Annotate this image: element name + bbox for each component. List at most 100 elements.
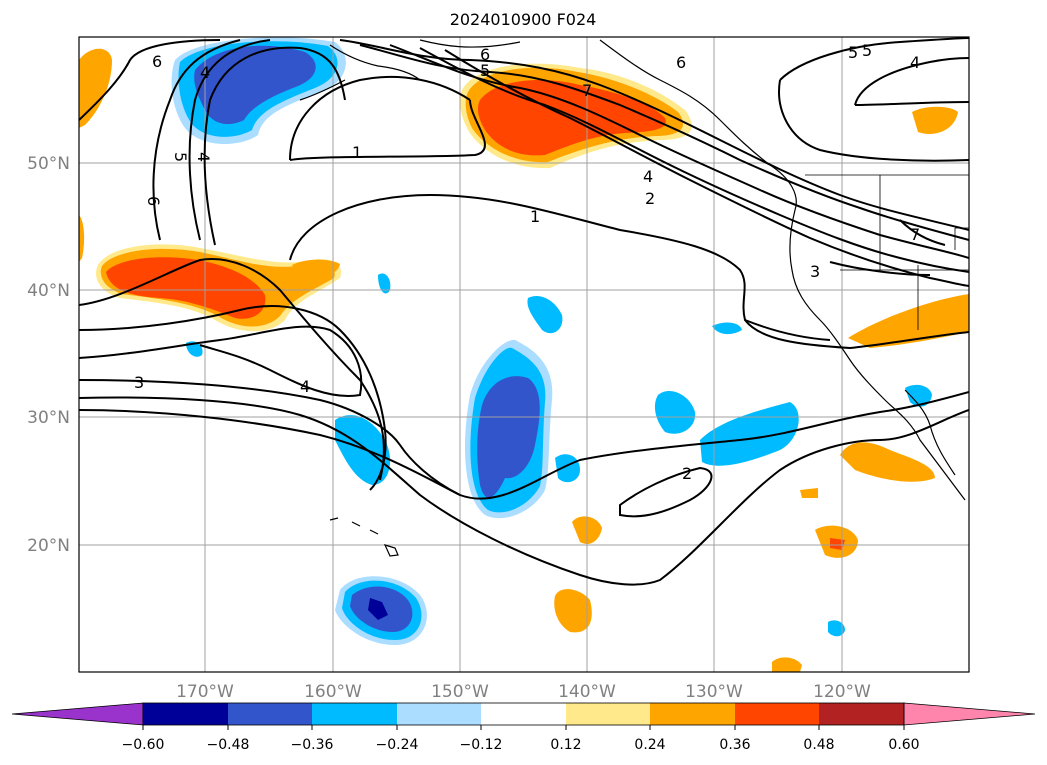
contour-5-west — [152, 39, 241, 241]
lat-label-50n: 50°N — [27, 154, 70, 174]
colorbar-extend-right — [903, 702, 1036, 726]
negative-patch-4 — [654, 391, 696, 434]
map-frame — [78, 36, 970, 673]
map-title: 2024010900 F024 — [450, 10, 597, 29]
negative-anomaly-south — [335, 576, 427, 645]
lon-label-150w: 150°W — [431, 682, 489, 702]
colorbar-tick-labels: −0.60 −0.48 −0.36 −0.24 −0.12 0.12 0.24 … — [122, 737, 920, 753]
contour-label: 5 — [848, 43, 858, 62]
lat-label-20n: 20°N — [27, 536, 70, 556]
colorbar-tick-label: 0.12 — [550, 737, 581, 753]
contour-1b — [289, 193, 969, 350]
colorbar-frame — [142, 702, 905, 726]
gridlines — [79, 37, 969, 672]
negative-patch-1 — [335, 415, 391, 485]
colorbar-tick-label: 0.24 — [634, 737, 665, 753]
contour-3-west — [79, 305, 387, 491]
negative-anomaly-central — [465, 339, 553, 519]
colorbar-ticks — [142, 725, 905, 730]
colorbar: −0.60 −0.48 −0.36 −0.24 −0.12 0.12 0.24 … — [11, 702, 1036, 753]
contour-4b — [203, 46, 346, 246]
colorbar-bin — [397, 703, 481, 725]
contour-label: 4 — [643, 167, 653, 186]
contour-label: 6 — [676, 53, 686, 72]
colorbar-bin — [650, 703, 735, 725]
positive-edge-nw — [79, 48, 112, 128]
contour-label: 6 — [480, 45, 490, 64]
contour-3-north — [419, 47, 969, 273]
contour-label: 4 — [200, 63, 210, 82]
state-borders — [805, 174, 969, 330]
negative-patch-10 — [712, 322, 742, 335]
hawaii — [329, 517, 399, 557]
positive-patch-1 — [554, 589, 592, 633]
negative-patch-3 — [700, 402, 799, 466]
coastline-west-us — [789, 209, 966, 501]
coastline-alaska — [299, 39, 797, 211]
positive-core-3 — [830, 538, 845, 550]
lon-label-160w: 160°W — [304, 682, 362, 702]
positive-patch-6 — [800, 488, 818, 498]
colorbar-bin — [312, 703, 397, 725]
colorbar-tick-label: 0.36 — [719, 737, 750, 753]
colorbar-bin — [228, 703, 312, 725]
contour-4-west-loop — [79, 325, 363, 397]
contour-label: 6 — [152, 52, 162, 71]
contour-6-west — [79, 39, 221, 121]
contour-labels: 6 5 4 6 1 5 4 6 5 6 7 4 2 1 5 4 7 3 3 4 … — [134, 41, 920, 483]
lon-label-130w: 130°W — [685, 682, 743, 702]
lon-label-140w: 140°W — [558, 682, 616, 702]
contour-label: 7 — [582, 81, 592, 100]
longitude-labels: 170°W 160°W 150°W 140°W 130°W 120°W — [176, 682, 871, 702]
contour-3-east — [829, 261, 931, 276]
negative-patch-5 — [555, 454, 580, 483]
contour-label: 3 — [134, 373, 144, 392]
colorbar-tick-label: −0.48 — [207, 737, 250, 753]
contour-4-west — [188, 39, 271, 241]
contour-label: 1 — [352, 143, 362, 162]
negative-patch-2 — [527, 295, 563, 334]
contour-label: 5 — [171, 152, 190, 162]
colorbar-tick-label: 0.60 — [888, 737, 919, 753]
contour-label: 3 — [810, 262, 820, 281]
negative-patch-6 — [905, 384, 932, 407]
contour-6-ne — [778, 37, 969, 162]
coastlines — [299, 39, 969, 557]
contour-label: 2 — [682, 464, 692, 483]
contour-label: 5 — [480, 61, 490, 80]
contour-7-east — [899, 219, 946, 246]
contour-label: 2 — [645, 189, 655, 208]
positive-patch-4 — [292, 259, 340, 280]
contour-5-north — [359, 44, 969, 241]
positive-anomaly-california — [848, 294, 969, 348]
lat-label-30n: 30°N — [27, 408, 70, 428]
positive-patch-5 — [772, 657, 802, 672]
contour-lines — [79, 37, 969, 586]
colorbar-tick-label: −0.24 — [376, 737, 419, 753]
contour-label: 1 — [530, 207, 540, 226]
contour-label: 4 — [300, 377, 310, 396]
map-panel: 6 5 4 6 1 5 4 6 5 6 7 4 2 1 5 4 7 3 3 4 … — [78, 36, 970, 673]
positive-anomaly-mexico — [840, 442, 935, 482]
contour-label: 4 — [194, 152, 213, 162]
positive-anomaly-west — [96, 244, 341, 332]
negative-patch-8 — [378, 273, 391, 294]
lon-label-120w: 120°W — [813, 682, 871, 702]
contour-4-north — [389, 44, 969, 259]
contour-3-south — [79, 379, 969, 586]
negative-patch-7 — [828, 620, 845, 637]
lon-label-170w: 170°W — [176, 682, 234, 702]
contour-east-lower — [744, 319, 831, 341]
positive-edge-left — [79, 215, 85, 262]
contour-2-loop — [619, 466, 713, 518]
contour-west-loops — [79, 258, 385, 481]
colorbar-bin — [735, 703, 819, 725]
colorbar-extend-left — [11, 702, 144, 726]
contour-label: 5 — [862, 41, 872, 60]
colorbar-bin — [481, 703, 566, 725]
contour-2-north — [444, 49, 969, 287]
contour-label: 7 — [910, 225, 920, 244]
colorbar-bin — [566, 703, 650, 725]
colorbar-tick-label: −0.12 — [460, 737, 503, 753]
